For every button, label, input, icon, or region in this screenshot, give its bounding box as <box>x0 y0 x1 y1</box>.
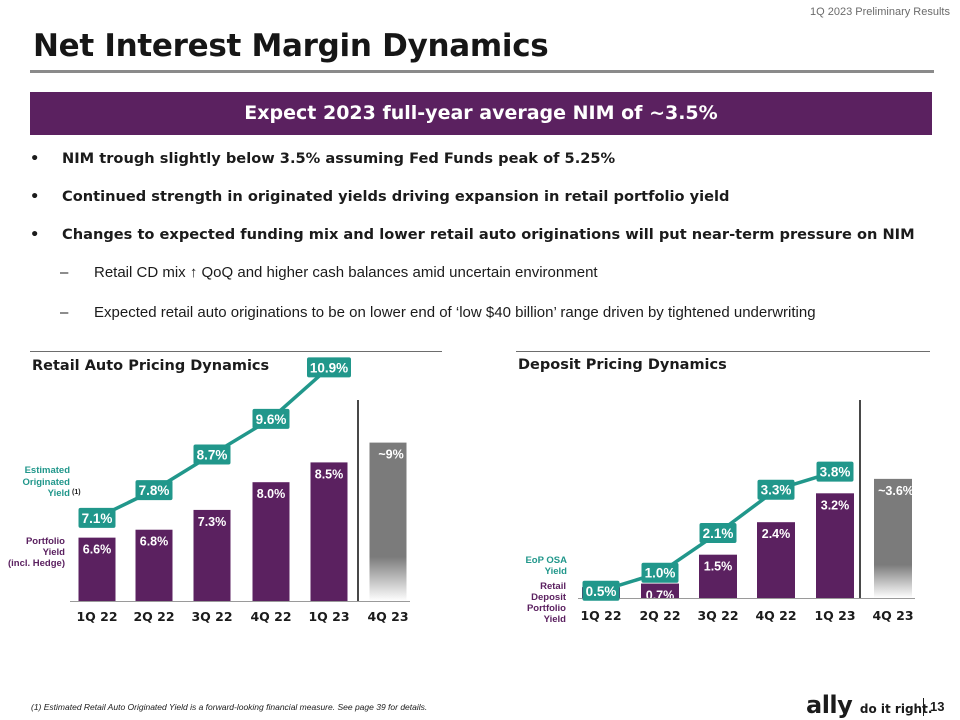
auto-line-point <box>307 357 351 378</box>
auto-line-point <box>252 408 290 429</box>
deposit-line-legend-label: Yield <box>545 566 568 577</box>
deposit-bar <box>816 493 854 598</box>
auto-bar <box>310 462 348 601</box>
deposit-line-value: 3.8% <box>820 465 851 480</box>
sub-bullet-item: – Retail CD mix ↑ QoQ and higher cash bal… <box>30 262 940 302</box>
deposit-tick-label: 4Q 22 <box>755 608 796 623</box>
deposit-line-point <box>699 523 737 544</box>
deposit-line-value: 0.5% <box>586 584 617 599</box>
auto-tick-label: 1Q 22 <box>76 609 117 624</box>
auto-bar <box>369 442 407 601</box>
auto-bar <box>78 537 116 601</box>
bullet-dot: • <box>30 188 40 205</box>
auto-tick-label: 1Q 23 <box>308 609 349 624</box>
auto-line-legend-footnote-mark: (1) <box>72 489 81 496</box>
auto-bar-value: ~9% <box>378 448 403 462</box>
deposit-line-value: 2.1% <box>703 526 734 541</box>
bullet-text: Changes to expected funding mix and lowe… <box>62 226 915 243</box>
page-title: Net Interest Margin Dynamics <box>33 28 549 64</box>
auto-line-legend-label: Originated <box>22 477 70 488</box>
deposit-bar <box>757 522 795 598</box>
deposit-line-point <box>582 580 620 601</box>
auto-line-value: 10.9% <box>310 360 348 375</box>
deposit-bar <box>874 478 912 598</box>
footnote: (1) Estimated Retail Auto Originated Yie… <box>31 702 428 712</box>
deposit-bar-value: 2.4% <box>762 527 791 541</box>
logo-brand: ally <box>806 691 853 719</box>
deposit-line-value: 3.3% <box>761 483 792 498</box>
auto-bar-legend-label: Yield <box>43 547 66 558</box>
auto-tick-label: 2Q 22 <box>133 609 174 624</box>
sub-bullet-dash: – <box>60 304 69 321</box>
auto-line-value: 7.8% <box>139 483 170 498</box>
auto-line-value: 7.1% <box>82 511 113 526</box>
retail-auto-section-rule <box>30 351 442 352</box>
auto-line-point <box>193 444 231 465</box>
bullet-item: • Changes to expected funding mix and low… <box>30 224 940 262</box>
auto-line-point <box>78 507 116 528</box>
auto-bar-value: 6.8% <box>140 535 169 549</box>
ally-logo: ally do it right. <box>806 691 932 719</box>
deposit-tick-label: 1Q 23 <box>814 608 855 623</box>
bullet-dot: • <box>30 226 40 243</box>
sub-bullet-text: Expected retail auto originations to be … <box>94 304 816 321</box>
auto-bar <box>252 482 290 601</box>
auto-bar-legend-label: Portfolio <box>26 536 65 547</box>
bullet-text: Continued strength in originated yields … <box>62 188 730 205</box>
page-number: 13 <box>930 699 945 714</box>
deposit-bar-legend-label: Retail <box>540 581 566 592</box>
deposit-tick-label: 1Q 22 <box>580 608 621 623</box>
deposit-section-rule <box>516 351 930 352</box>
logo-separator <box>923 698 924 716</box>
sub-bullet-text: Retail CD mix ↑ QoQ and higher cash bala… <box>94 264 598 281</box>
deposit-line-point <box>641 562 679 583</box>
auto-tick-label: 4Q 23 <box>367 609 408 624</box>
auto-bar-legend-label: (incl. Hedge) <box>8 558 65 569</box>
deposit-line-point <box>816 461 854 482</box>
deposit-bar-value: 1.5% <box>704 560 733 574</box>
deposit-tick-label: 3Q 22 <box>697 608 738 623</box>
header-tag: 1Q 2023 Preliminary Results <box>809 6 950 18</box>
auto-line-legend-label: Estimated <box>25 465 71 476</box>
bullet-item: • Continued strength in originated yields… <box>30 186 940 224</box>
deposit-tick-label: 2Q 22 <box>639 608 680 623</box>
auto-line-value: 8.7% <box>197 447 228 462</box>
deposit-bar-legend-label: Portfolio <box>527 603 566 614</box>
retail-auto-chart-title: Retail Auto Pricing Dynamics <box>32 358 270 374</box>
deposit-bar-legend-label: Deposit <box>531 592 567 603</box>
auto-bar <box>193 509 231 601</box>
deposit-line-legend-label: EoP OSA <box>525 555 567 566</box>
logo-tagline: do it right. <box>859 702 933 716</box>
deposit-bar-value: 0.7% <box>646 589 675 603</box>
auto-bar-value: 6.6% <box>83 543 112 557</box>
auto-line-value: 9.6% <box>256 412 287 427</box>
sub-bullet-dash: – <box>60 264 69 281</box>
auto-bar-value: 7.3% <box>198 515 227 529</box>
deposit-line-value: 1.0% <box>645 566 676 581</box>
bullet-item: • NIM trough slightly below 3.5% assuming… <box>30 148 940 186</box>
deposit-line-point <box>757 479 795 500</box>
auto-tick-label: 4Q 22 <box>250 609 291 624</box>
auto-line-legend-label: Yield <box>48 488 71 499</box>
sub-bullet-item: – Expected retail auto originations to be… <box>30 302 940 342</box>
deposit-bar-value: ~3.6% <box>878 484 914 498</box>
bullet-list: • NIM trough slightly below 3.5% assuming… <box>30 148 940 342</box>
nim-outlook-banner: Expect 2023 full-year average NIM of ~3.… <box>30 92 932 135</box>
deposit-tick-label: 4Q 23 <box>872 608 913 623</box>
deposit-bar <box>699 554 737 598</box>
title-divider <box>30 70 934 73</box>
auto-line-series <box>96 366 331 520</box>
auto-bar <box>135 529 173 601</box>
auto-line-point <box>135 480 173 501</box>
auto-bar-value: 8.0% <box>257 487 286 501</box>
deposit-bar-value: 3.2% <box>821 498 850 512</box>
bullet-text: NIM trough slightly below 3.5% assuming … <box>62 150 616 167</box>
deposit-bar <box>641 583 679 598</box>
deposit-chart-title: Deposit Pricing Dynamics <box>518 357 727 373</box>
auto-tick-label: 3Q 22 <box>191 609 232 624</box>
auto-bar-value: 8.5% <box>315 467 344 481</box>
bullet-dot: • <box>30 150 40 167</box>
deposit-bar-legend-label: Yield <box>544 614 567 625</box>
